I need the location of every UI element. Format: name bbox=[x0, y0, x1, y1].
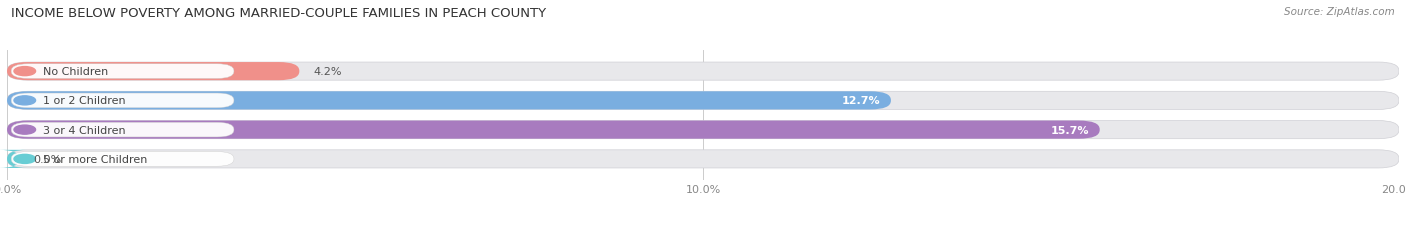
Text: 0.0%: 0.0% bbox=[34, 154, 62, 164]
Circle shape bbox=[14, 126, 35, 135]
Text: INCOME BELOW POVERTY AMONG MARRIED-COUPLE FAMILIES IN PEACH COUNTY: INCOME BELOW POVERTY AMONG MARRIED-COUPL… bbox=[11, 7, 547, 20]
Circle shape bbox=[14, 67, 35, 76]
FancyBboxPatch shape bbox=[7, 121, 1099, 139]
FancyBboxPatch shape bbox=[7, 150, 1399, 168]
Text: Source: ZipAtlas.com: Source: ZipAtlas.com bbox=[1284, 7, 1395, 17]
Text: 1 or 2 Children: 1 or 2 Children bbox=[44, 96, 127, 106]
FancyBboxPatch shape bbox=[11, 94, 233, 108]
Text: 12.7%: 12.7% bbox=[842, 96, 880, 106]
FancyBboxPatch shape bbox=[7, 92, 891, 110]
Text: 5 or more Children: 5 or more Children bbox=[44, 154, 148, 164]
Circle shape bbox=[14, 155, 35, 164]
FancyBboxPatch shape bbox=[11, 152, 233, 167]
FancyBboxPatch shape bbox=[7, 63, 1399, 81]
Text: No Children: No Children bbox=[44, 67, 108, 77]
Text: 3 or 4 Children: 3 or 4 Children bbox=[44, 125, 127, 135]
FancyBboxPatch shape bbox=[7, 121, 1399, 139]
FancyBboxPatch shape bbox=[7, 92, 1399, 110]
FancyBboxPatch shape bbox=[7, 63, 299, 81]
FancyBboxPatch shape bbox=[0, 150, 28, 168]
Circle shape bbox=[14, 96, 35, 105]
FancyBboxPatch shape bbox=[11, 64, 233, 79]
Text: 4.2%: 4.2% bbox=[314, 67, 342, 77]
Text: 15.7%: 15.7% bbox=[1050, 125, 1090, 135]
FancyBboxPatch shape bbox=[11, 123, 233, 137]
